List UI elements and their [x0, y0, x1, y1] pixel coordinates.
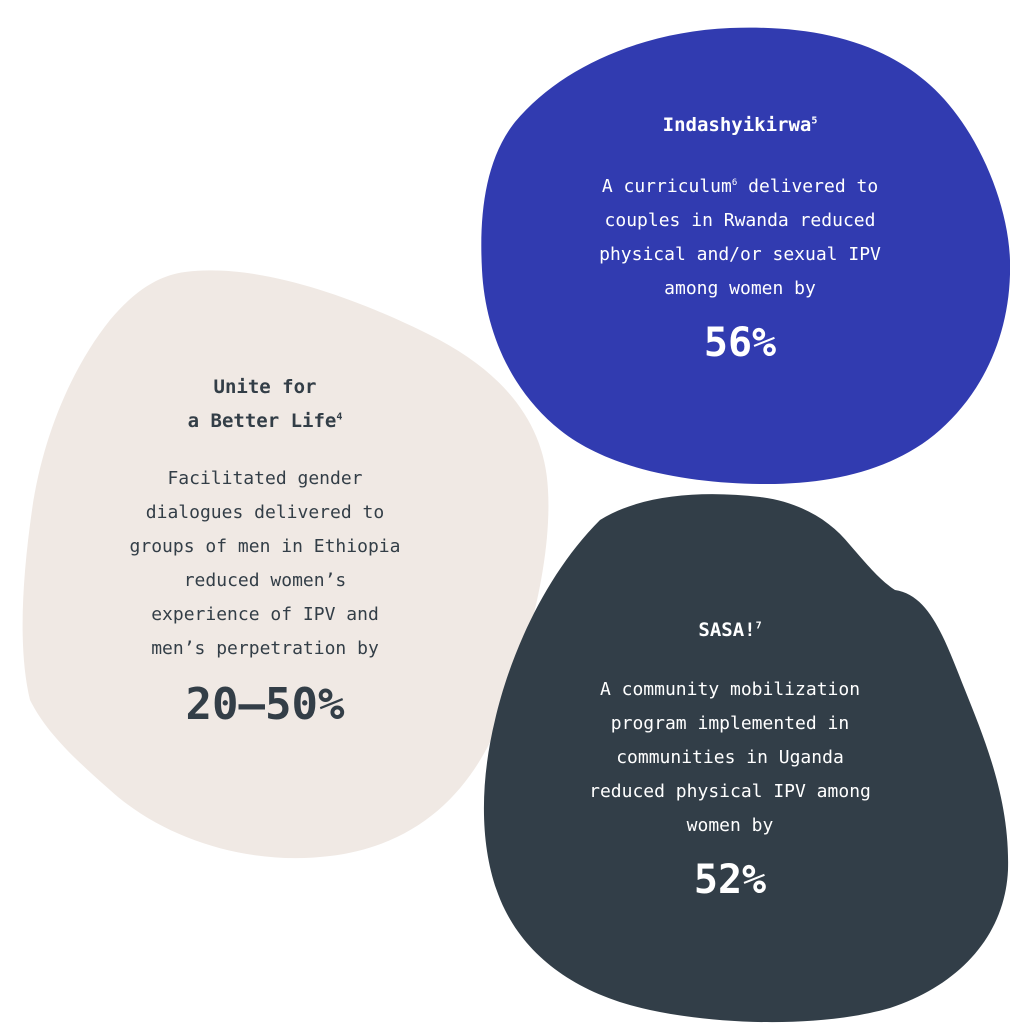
unite-title-line1: Unite for	[213, 376, 317, 398]
indashyikirwa-card-statistic: 56%	[703, 320, 777, 366]
unite-blob	[22, 270, 549, 859]
indashyikirwa-title-text: Indashyikirwa	[662, 114, 812, 136]
unite-card-body: Facilitated gender dialogues delivered t…	[129, 468, 401, 659]
indashyikirwa-body-reference: 6	[731, 178, 738, 188]
unite-card-title: Unite for a Better Life4	[70, 370, 460, 438]
indashyikirwa-body-rest: delivered to couples in Rwanda reduced p…	[599, 176, 881, 299]
indashyikirwa-title-reference: 5	[811, 115, 818, 127]
sasa-title-reference: 7	[755, 620, 762, 632]
unite-title-line2: a Better Life	[187, 410, 337, 432]
unite-for-a-better-life-card: Unite for a Better Life4 Facilitated gen…	[70, 370, 460, 728]
sasa-card-statistic: 52%	[693, 857, 767, 903]
unite-card-statistic: 20–50%	[185, 679, 345, 730]
sasa-title-text: SASA!	[698, 619, 756, 641]
unite-title-reference: 4	[336, 411, 343, 423]
indashyikirwa-blob	[481, 27, 1010, 485]
sasa-card: SASA!7 A community mobilization program …	[530, 615, 930, 903]
indashyikirwa-card-title: Indashyikirwa5	[540, 110, 940, 140]
indashyikirwa-body-start: A curriculum	[601, 176, 732, 197]
sasa-card-body: A community mobilization program impleme…	[589, 679, 871, 836]
sasa-blob	[483, 494, 1009, 1023]
indashyikirwa-card-body: A curriculum6 delivered to couples in Rw…	[540, 170, 940, 306]
indashyikirwa-card: Indashyikirwa5 A curriculum6 delivered t…	[540, 110, 940, 366]
sasa-card-title: SASA!7	[530, 615, 930, 645]
